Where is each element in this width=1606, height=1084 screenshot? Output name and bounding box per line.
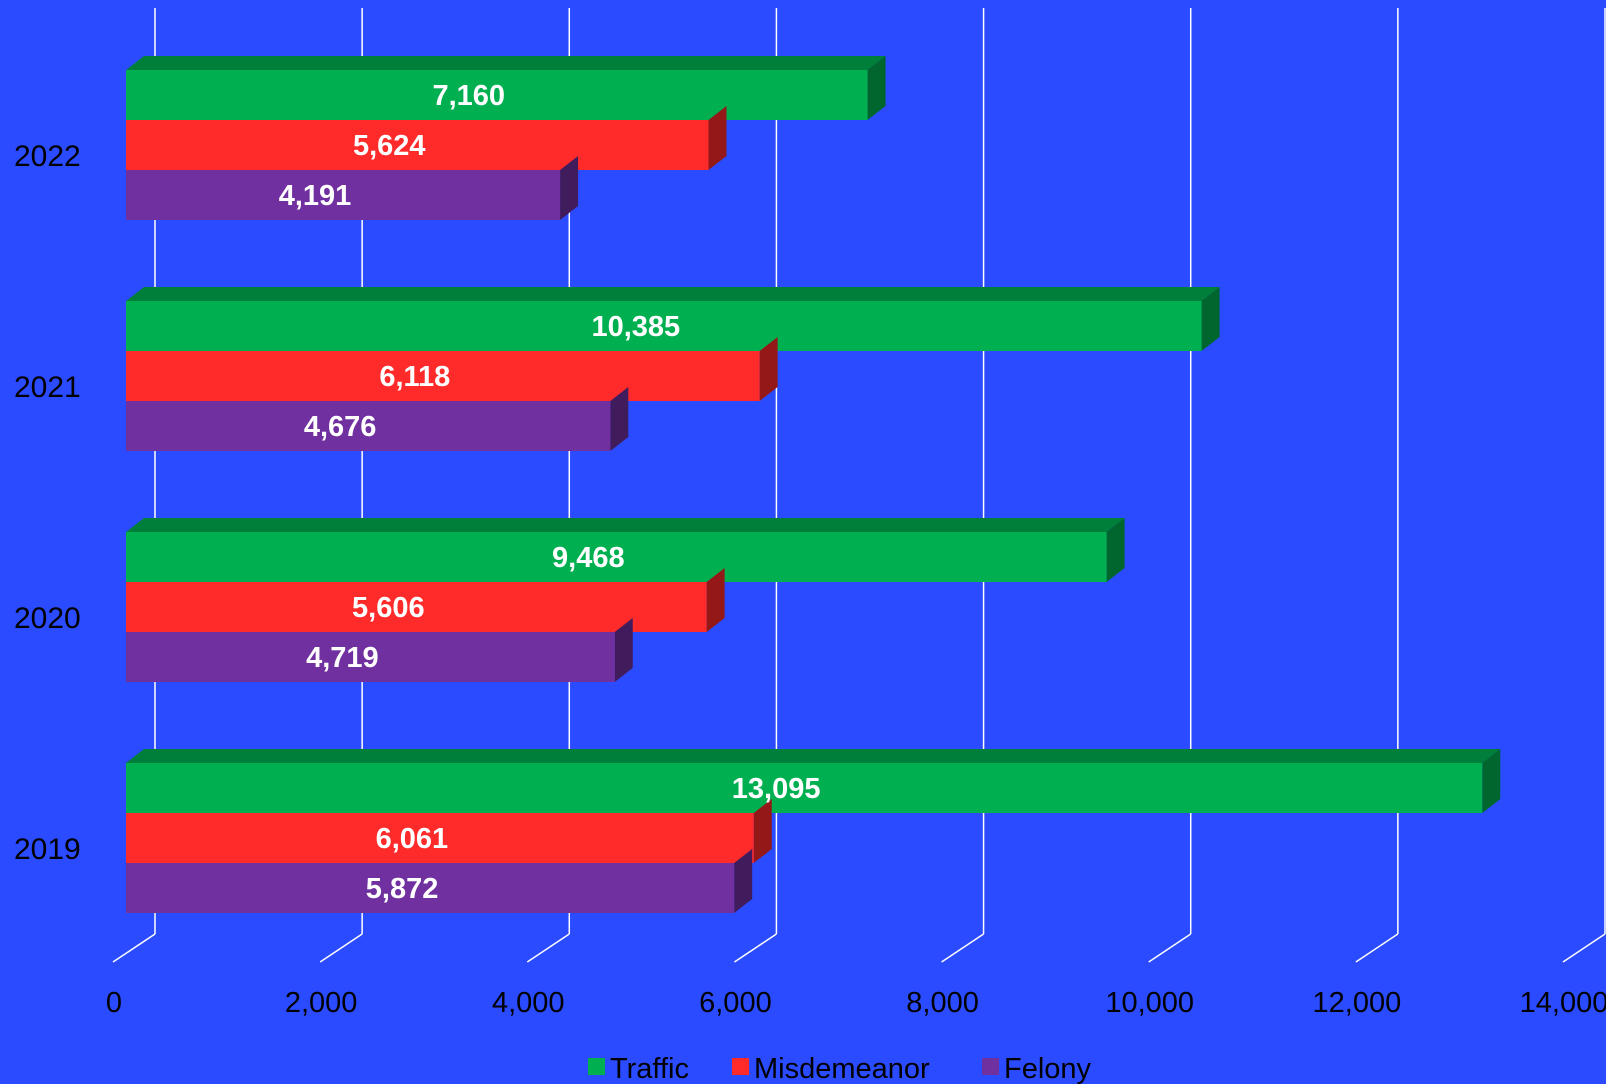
x-tick-label-3: 6,000: [699, 987, 772, 1019]
bar-side-2022-misdemeanor: [708, 106, 727, 170]
legend-swatch-felony: [982, 1058, 999, 1075]
x-tick-label-5: 10,000: [1105, 987, 1194, 1019]
bar-2020-traffic: [126, 532, 1107, 582]
value-label-2019-traffic: 13,095: [732, 773, 821, 805]
bar-2019-felony: [126, 863, 735, 913]
legend-swatch-misdemeanor: [732, 1058, 749, 1075]
value-label-2022-felony: 4,191: [279, 180, 352, 212]
floor-line-3: [734, 933, 777, 963]
value-label-2021-traffic: 10,385: [591, 311, 680, 343]
legend-label-felony: Felony: [1004, 1053, 1092, 1084]
bar-side-2019-traffic: [1482, 749, 1501, 813]
bar-top-2021-traffic: [126, 287, 1220, 301]
floor-line-2: [526, 933, 570, 963]
x-tick-label-2: 4,000: [492, 987, 565, 1019]
bar-top-2022-traffic: [126, 56, 886, 70]
bar-side-2019-misdemeanor: [753, 799, 772, 863]
bar-2019-misdemeanor: [126, 813, 754, 863]
value-label-2019-felony: 5,872: [366, 873, 439, 905]
bar-2021-felony: [126, 401, 611, 451]
category-label-2019: 2019: [14, 833, 81, 866]
floor-line-7: [1562, 933, 1606, 963]
value-label-2020-traffic: 9,468: [552, 542, 625, 574]
x-tick-label-1: 2,000: [285, 987, 358, 1019]
bar-top-2020-traffic: [126, 518, 1125, 532]
bar-side-2022-felony: [560, 156, 579, 220]
bar-2021-traffic: [126, 301, 1202, 351]
value-label-2021-felony: 4,676: [304, 411, 377, 443]
floor-line-0: [112, 933, 156, 963]
floor-line-5: [1148, 933, 1192, 963]
category-labels: 2022 2021 2020 2019: [14, 140, 81, 866]
bar-side-2020-traffic: [1106, 518, 1125, 582]
x-tick-label-7: 14,000: [1520, 987, 1606, 1019]
bar-2021-misdemeanor: [126, 351, 760, 401]
bar-side-2021-felony: [610, 387, 629, 451]
x-tick-label-6: 12,000: [1313, 987, 1402, 1019]
bar-2020-misdemeanor: [126, 582, 707, 632]
bar-side-2019-felony: [734, 849, 753, 913]
bar-side-2020-misdemeanor: [706, 568, 725, 632]
bar-2022-misdemeanor: [126, 120, 709, 170]
floor-line-4: [941, 933, 984, 963]
bar-2022-traffic: [126, 70, 868, 120]
legend-label-misdemeanor: Misdemeanor: [754, 1053, 930, 1084]
legend: Traffic Misdemeanor Felony: [588, 1053, 1092, 1084]
x-tick-label-4: 8,000: [906, 987, 979, 1019]
bar-2019-traffic: [126, 763, 1483, 813]
bar-2022-felony: [126, 170, 561, 220]
bar-side-2021-misdemeanor: [759, 337, 778, 401]
legend-label-traffic: Traffic: [610, 1053, 689, 1084]
category-label-2021: 2021: [14, 371, 81, 404]
value-label-2020-felony: 4,719: [306, 642, 379, 674]
value-label-2022-traffic: 7,160: [432, 80, 505, 112]
value-label-2021-misdemeanor: 6,118: [379, 361, 450, 393]
bar-2020-felony: [126, 632, 615, 682]
category-label-2022: 2022: [14, 140, 81, 173]
x-tick-label-0: 0: [106, 987, 122, 1019]
bar-side-2020-felony: [614, 618, 633, 682]
bar-side-2022-traffic: [867, 56, 886, 120]
category-label-2020: 2020: [14, 602, 81, 635]
legend-swatch-traffic: [588, 1058, 605, 1075]
floor-line-6: [1355, 933, 1399, 963]
value-label-2022-misdemeanor: 5,624: [353, 130, 426, 162]
value-label-2019-misdemeanor: 6,061: [376, 823, 449, 855]
floor-line-1: [319, 933, 363, 963]
bar-side-2021-traffic: [1201, 287, 1220, 351]
x-tick-labels: 0 2,000 4,000 6,000 8,000 10,000 12,000 14,000: [106, 987, 1606, 1019]
value-label-2020-misdemeanor: 5,606: [352, 592, 425, 624]
bars: [126, 56, 1501, 913]
bar-top-2019-traffic: [126, 749, 1501, 763]
